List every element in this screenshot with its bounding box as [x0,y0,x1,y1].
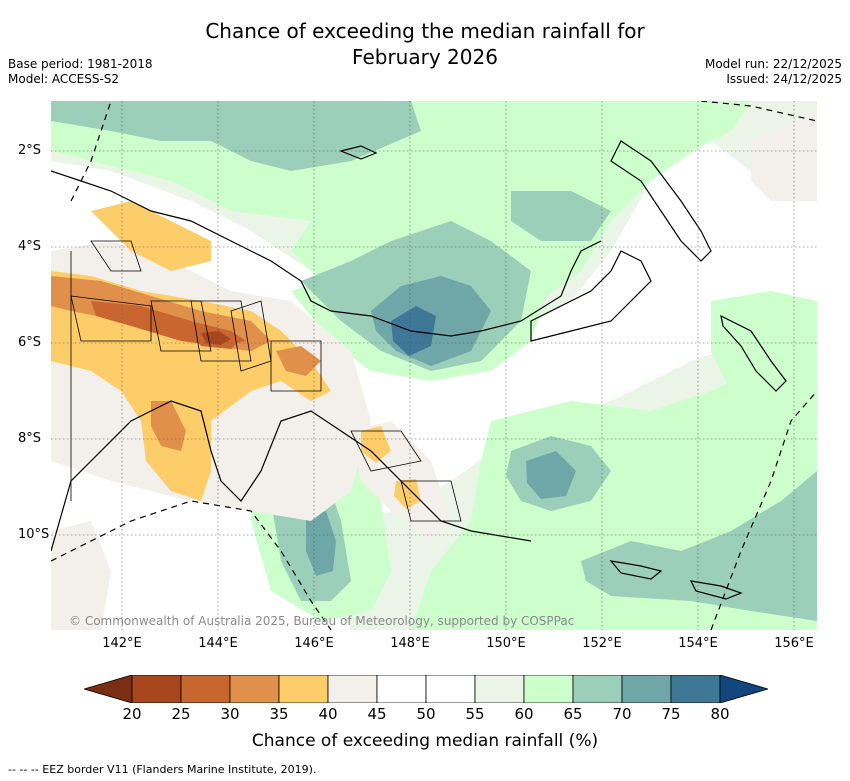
band-35-40-south [361,426,391,463]
band-40-45-southwest [51,521,111,630]
border-province-2 [70,295,152,342]
colorbar-cell-70-75 [621,675,672,703]
colorbar-tick-55: 55 [465,705,485,723]
province-borders [70,240,462,522]
colorbar-tick-35: 35 [269,705,289,723]
lat-label-2s: 2°S [18,143,42,158]
lon-label-148e: 148°E [390,636,430,651]
band-35-40-northwest [91,201,211,271]
colorbar-cell-75-80 [670,675,721,703]
lon-label-144e: 144°E [198,636,238,651]
eez-border-northeast [700,101,817,122]
colorbar-cell-60-65 [523,675,574,703]
eez-footnote: -- -- -- EEZ border V11 (Flanders Marine… [8,763,317,776]
coast-solomon-2 [689,580,743,600]
band-65-70-north [51,101,421,171]
lon-label-156e: 156°E [774,636,814,651]
lat-label-10s: 10°S [18,527,50,542]
colorbar-tick-20: 20 [122,705,142,723]
lon-label-142e: 142°E [102,636,142,651]
border-province-3 [150,300,212,352]
border-province-4 [190,300,252,362]
base-period: Base period: 1981-2018 [8,57,153,71]
rainfall-map [51,101,817,630]
issued-date: Issued: 24/12/2025 [726,72,842,86]
band-35-40-west [51,271,331,501]
band-70-75-southeast [526,451,576,499]
lon-label-146e: 146°E [294,636,334,651]
colorbar-arrow-high [719,675,768,703]
coastlines [51,140,787,600]
band-60-65-north [51,101,751,331]
band-30-35-central [276,346,321,376]
coast-new-ireland [610,140,712,262]
colorbar-cell-35-40 [278,675,329,703]
colorbar-cell-55-60 [474,675,525,703]
colorbar-cell-50-55 [425,675,476,703]
lon-label-152e: 152°E [582,636,622,651]
title-line-1: Chance of exceeding the median rainfall … [205,19,645,43]
lat-label-8s: 8°S [18,431,42,446]
band-40-45-northeast [751,111,817,201]
colorbar-cell-45-50 [376,675,427,703]
colorbar-cell-25-30 [180,675,231,703]
eez-borders [51,101,817,630]
colorbar-cell-20-25 [131,675,182,703]
model-name: Model: ACCESS-S2 [8,72,120,86]
colorbar-tick-60: 60 [514,705,534,723]
coast-new-guinea-north [51,170,602,337]
colorbar-tick-75: 75 [661,705,681,723]
eez-border-north [70,101,112,202]
map-title: Chance of exceeding the median rainfall … [0,18,850,70]
eez-border-south [51,500,332,630]
band-65-70-solomon [581,471,817,621]
colorbar-tick-30: 30 [220,705,240,723]
lat-label-4s: 4°S [18,239,42,254]
colorbar-tick-65: 65 [563,705,583,723]
graticule [51,101,817,630]
band-65-70-northeast [511,191,611,241]
lon-label-150e: 150°E [486,636,526,651]
band-35-40-southeast [394,479,421,509]
border-province-1 [90,240,142,272]
colorbar-cell-65-70 [572,675,623,703]
colorbar-title: Chance of exceeding median rainfall (%) [251,731,599,751]
band-60-65-east-patch [711,291,817,421]
band-30-35-south [151,401,186,451]
lon-label-154e: 154°E [678,636,718,651]
colorbar-cell-30-35 [229,675,280,703]
coast-new-britain [530,250,652,342]
border-province-8 [400,480,462,522]
model-run: Model run: 22/12/2025 [704,57,842,71]
band-20-25-core [201,331,231,345]
coast-solomon-1 [609,560,663,580]
title-line-2: February 2026 [352,45,498,69]
lat-label-6s: 6°S [18,335,42,350]
colorbar-tick-40: 40 [318,705,338,723]
coast-bougainville [720,314,787,392]
colorbar-tick-45: 45 [367,705,387,723]
meta-left: Base period: 1981-2018 Model: ACCESS-S2 [8,57,153,87]
colorbar-cell-40-45 [327,675,378,703]
coast-manus [339,145,378,160]
colorbar-tick-80: 80 [710,705,730,723]
colorbar-tick-50: 50 [416,705,436,723]
colorbar-arrow-low [84,675,133,703]
meta-right: Model run: 22/12/2025 Issued: 24/12/2025 [705,57,842,87]
band-70-75-south [306,511,336,576]
border-province-7 [350,430,422,472]
eez-border-east [710,390,817,630]
copyright-notice: © Commonwealth of Australia 2025, Bureau… [69,614,575,628]
colorbar-tick-25: 25 [171,705,191,723]
colorbar-tick-70: 70 [612,705,632,723]
border-province-6 [270,340,322,392]
colorbar [84,675,768,703]
coast-new-guinea-south [51,400,532,552]
